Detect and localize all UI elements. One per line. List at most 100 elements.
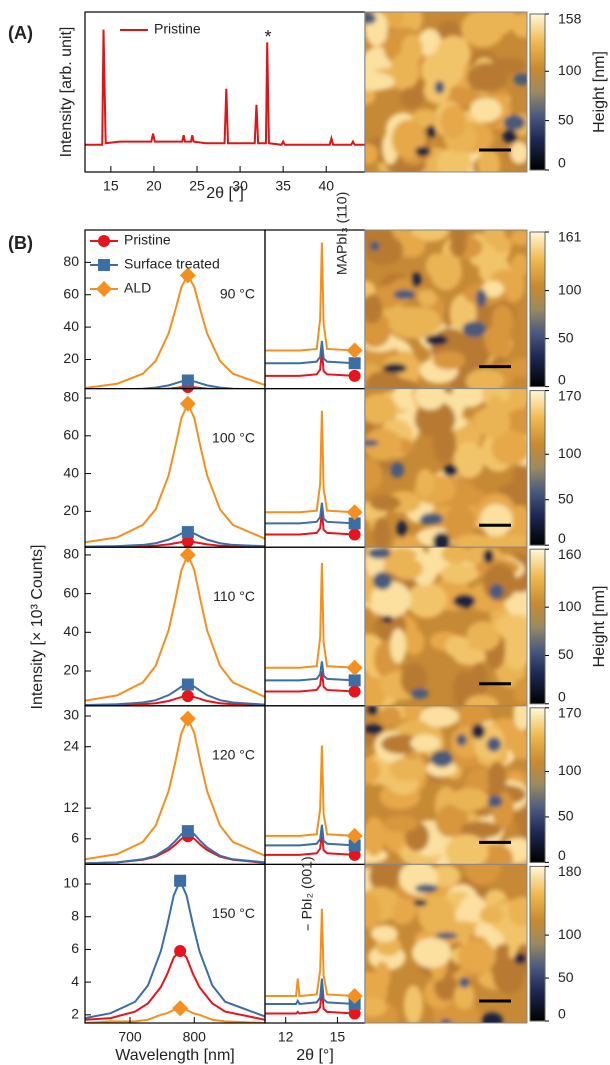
series-line xyxy=(265,978,355,1006)
afm-grain xyxy=(435,805,464,838)
marker xyxy=(181,825,194,838)
afm-grains xyxy=(365,230,527,389)
plot-area xyxy=(85,29,365,146)
afm-grain xyxy=(406,582,447,618)
afm-image xyxy=(365,230,527,389)
colorbar-tick-label: 50 xyxy=(558,646,574,662)
colorbar-tick-label: 170 xyxy=(558,387,582,403)
series-line xyxy=(85,531,265,548)
plot-frame xyxy=(84,546,266,707)
afm-pit xyxy=(415,146,431,157)
afm-grain xyxy=(396,235,426,258)
afm-grain xyxy=(470,662,488,700)
colorbar-tick-label: 0 xyxy=(558,847,566,863)
afm-grain xyxy=(372,516,390,548)
marker xyxy=(179,710,196,727)
afm-pit xyxy=(419,516,435,525)
afm-grain xyxy=(453,441,485,479)
afm-pit xyxy=(502,129,518,144)
afm-grain xyxy=(445,635,470,658)
afm-pit xyxy=(411,272,422,288)
colorbar-tick-label: 50 xyxy=(558,329,574,345)
afm-grain xyxy=(400,662,428,697)
afm-grain xyxy=(510,141,527,164)
y-tick-label: 80 xyxy=(63,253,79,269)
series-line xyxy=(265,410,355,514)
legend-marker xyxy=(98,235,110,247)
legend-marker xyxy=(98,259,110,271)
afm-grain xyxy=(365,370,405,389)
marker xyxy=(348,685,361,698)
series-line xyxy=(85,830,265,865)
x-tick-label: 800 xyxy=(183,1029,207,1045)
afm-pit xyxy=(481,1012,503,1024)
plot-frame xyxy=(84,863,266,1024)
marker xyxy=(348,517,361,530)
plot-area xyxy=(265,410,355,536)
series-line xyxy=(85,716,265,861)
afm-pit xyxy=(373,571,392,590)
afm-pit xyxy=(440,1018,452,1024)
series-line xyxy=(265,988,355,1015)
condition-label: 120 °C xyxy=(212,747,255,763)
afm-grain xyxy=(487,761,507,796)
afm-pit xyxy=(514,952,527,965)
afm-grain xyxy=(469,97,502,123)
afm-pit xyxy=(425,334,449,346)
afm-grain xyxy=(440,563,479,584)
afm-grain xyxy=(403,985,423,1024)
afm-grain xyxy=(392,534,422,548)
afm-pit xyxy=(390,461,405,478)
series-line xyxy=(265,350,355,377)
afm-pit xyxy=(369,241,380,251)
afm-pit xyxy=(365,12,377,25)
plot-area xyxy=(85,716,265,865)
y-tick-label: 60 xyxy=(63,427,79,443)
afm-grain xyxy=(508,357,527,377)
afm-grain xyxy=(391,557,423,580)
series-line xyxy=(265,512,355,536)
afm-grain xyxy=(512,465,527,491)
plot-area xyxy=(265,908,355,1015)
colorbar-tick-label: 100 xyxy=(558,281,582,297)
afm-grain xyxy=(441,547,470,565)
marker xyxy=(346,342,363,359)
afm-grain xyxy=(411,552,439,586)
colorbar-tick-label: 50 xyxy=(558,490,574,506)
afm-grain xyxy=(495,614,527,638)
series-line xyxy=(85,878,265,1020)
series-line xyxy=(265,242,355,352)
series-line xyxy=(85,552,265,702)
marker xyxy=(179,395,196,412)
colorbar-tick-label: 0 xyxy=(558,1006,566,1022)
afm-grain xyxy=(505,408,527,435)
marker xyxy=(348,848,361,861)
afm-grain xyxy=(491,236,512,253)
afm-grain xyxy=(464,864,502,886)
afm-grain xyxy=(458,821,502,839)
afm-grain xyxy=(414,388,446,410)
colorbar xyxy=(529,707,546,863)
plot-area xyxy=(265,242,355,377)
x-axis-label: Wavelength [nm] xyxy=(115,1047,234,1064)
y-tick-label: 8 xyxy=(71,907,79,923)
plot-frame xyxy=(84,11,366,173)
series-line xyxy=(265,745,355,837)
afm-grain xyxy=(365,72,395,91)
series-line xyxy=(265,563,355,669)
afm-pit xyxy=(381,615,393,623)
afm-grain xyxy=(365,143,379,165)
afm-grain xyxy=(481,280,504,298)
y-tick-label: 4 xyxy=(71,973,79,989)
afm-grain xyxy=(436,147,472,172)
afm-pit xyxy=(459,977,470,989)
marker xyxy=(346,988,363,1005)
afm-grain xyxy=(370,925,398,943)
afm-image xyxy=(365,864,527,1024)
marker xyxy=(348,674,361,687)
afm-grain xyxy=(513,705,527,731)
afm-grain xyxy=(389,757,426,782)
afm-grain xyxy=(410,734,441,752)
colorbar-tick-label: 0 xyxy=(558,371,566,387)
